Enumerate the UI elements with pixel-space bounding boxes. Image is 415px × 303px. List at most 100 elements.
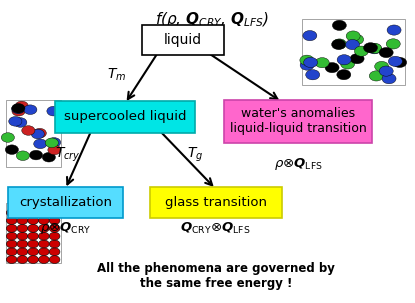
Circle shape bbox=[12, 104, 25, 113]
Circle shape bbox=[39, 248, 49, 256]
Circle shape bbox=[29, 150, 43, 160]
Circle shape bbox=[28, 248, 39, 256]
Circle shape bbox=[49, 232, 60, 240]
Circle shape bbox=[15, 101, 28, 111]
Circle shape bbox=[16, 151, 29, 161]
Circle shape bbox=[306, 70, 320, 80]
Circle shape bbox=[33, 128, 46, 138]
Circle shape bbox=[346, 39, 359, 50]
Circle shape bbox=[6, 225, 17, 232]
Circle shape bbox=[49, 209, 60, 217]
Text: $T_\mathregular{g}$: $T_\mathregular{g}$ bbox=[187, 145, 203, 164]
Bar bbox=[5, 202, 61, 263]
Circle shape bbox=[17, 248, 28, 256]
Text: $\rho$$\otimes$$\bfit{Q}$$_\mathregular{LFS}$: $\rho$$\otimes$$\bfit{Q}$$_\mathregular{… bbox=[274, 155, 322, 171]
Circle shape bbox=[350, 54, 364, 64]
Circle shape bbox=[48, 145, 61, 155]
FancyBboxPatch shape bbox=[150, 187, 282, 218]
Circle shape bbox=[39, 225, 49, 232]
Circle shape bbox=[12, 106, 25, 116]
Circle shape bbox=[332, 20, 347, 31]
Circle shape bbox=[17, 232, 28, 240]
Circle shape bbox=[375, 62, 389, 72]
Circle shape bbox=[369, 71, 383, 81]
Circle shape bbox=[1, 133, 15, 142]
Circle shape bbox=[6, 256, 17, 264]
FancyBboxPatch shape bbox=[7, 187, 123, 218]
Circle shape bbox=[17, 225, 28, 232]
Circle shape bbox=[304, 57, 317, 68]
Circle shape bbox=[354, 46, 369, 56]
Circle shape bbox=[349, 35, 364, 45]
Circle shape bbox=[346, 31, 360, 41]
Circle shape bbox=[42, 152, 56, 162]
Bar bbox=[5, 101, 61, 167]
Circle shape bbox=[24, 105, 37, 115]
Circle shape bbox=[12, 104, 25, 114]
Circle shape bbox=[39, 256, 49, 264]
Circle shape bbox=[39, 209, 49, 217]
Circle shape bbox=[337, 55, 351, 65]
Circle shape bbox=[6, 248, 17, 256]
Circle shape bbox=[47, 138, 61, 147]
Text: water's anomalies
liquid-liquid transition: water's anomalies liquid-liquid transiti… bbox=[230, 108, 366, 135]
Circle shape bbox=[388, 56, 403, 66]
Circle shape bbox=[28, 209, 39, 217]
Circle shape bbox=[393, 57, 407, 68]
Text: crystallization: crystallization bbox=[19, 196, 112, 209]
Circle shape bbox=[300, 60, 314, 70]
Circle shape bbox=[17, 209, 28, 217]
Circle shape bbox=[303, 31, 317, 41]
Circle shape bbox=[49, 217, 60, 225]
Text: $T_\mathregular{cry}$: $T_\mathregular{cry}$ bbox=[54, 145, 80, 164]
Circle shape bbox=[6, 217, 17, 225]
Circle shape bbox=[382, 74, 396, 84]
Circle shape bbox=[39, 217, 49, 225]
Text: All the phenomena are governed by
the same free energy !: All the phenomena are governed by the sa… bbox=[97, 262, 334, 290]
FancyBboxPatch shape bbox=[142, 25, 224, 55]
Circle shape bbox=[28, 232, 39, 240]
Circle shape bbox=[17, 217, 28, 225]
Circle shape bbox=[332, 39, 346, 50]
Circle shape bbox=[28, 256, 39, 264]
Circle shape bbox=[9, 117, 22, 126]
Circle shape bbox=[47, 106, 60, 116]
FancyBboxPatch shape bbox=[55, 101, 195, 133]
Circle shape bbox=[49, 240, 60, 248]
Text: $\rho$$\otimes$$\bfit{Q}$$_\mathregular{CRY}$: $\rho$$\otimes$$\bfit{Q}$$_\mathregular{… bbox=[39, 220, 91, 236]
Circle shape bbox=[17, 240, 28, 248]
Circle shape bbox=[379, 48, 393, 58]
Text: $\bfit{Q}$$_\mathregular{CRY}$$\otimes$$\bfit{Q}$$_\mathregular{LFS}$: $\bfit{Q}$$_\mathregular{CRY}$$\otimes$$… bbox=[181, 221, 251, 236]
FancyBboxPatch shape bbox=[224, 100, 372, 143]
Circle shape bbox=[45, 138, 59, 148]
Circle shape bbox=[14, 118, 27, 127]
Circle shape bbox=[6, 240, 17, 248]
Circle shape bbox=[22, 126, 35, 135]
Circle shape bbox=[49, 225, 60, 232]
Bar bbox=[302, 19, 405, 85]
Circle shape bbox=[364, 43, 378, 53]
Circle shape bbox=[300, 55, 314, 65]
Text: $f$($\rho$, $\bfit{Q}$$_\mathregular{CRY}$, $\bfit{Q}$$_\mathregular{LFS}$): $f$($\rho$, $\bfit{Q}$$_\mathregular{CRY… bbox=[154, 10, 269, 29]
Circle shape bbox=[39, 240, 49, 248]
Circle shape bbox=[368, 43, 382, 54]
Circle shape bbox=[28, 240, 39, 248]
Circle shape bbox=[17, 256, 28, 264]
Text: supercooled liquid: supercooled liquid bbox=[64, 111, 186, 124]
Circle shape bbox=[367, 44, 381, 54]
Circle shape bbox=[49, 256, 60, 264]
Circle shape bbox=[6, 232, 17, 240]
Circle shape bbox=[31, 129, 44, 139]
Circle shape bbox=[28, 217, 39, 225]
Text: liquid: liquid bbox=[164, 33, 202, 47]
Circle shape bbox=[5, 145, 19, 155]
Circle shape bbox=[49, 248, 60, 256]
Circle shape bbox=[379, 66, 393, 76]
Circle shape bbox=[28, 225, 39, 232]
Circle shape bbox=[6, 209, 17, 217]
Circle shape bbox=[39, 232, 49, 240]
Circle shape bbox=[332, 39, 347, 49]
Circle shape bbox=[387, 25, 401, 35]
Text: glass transition: glass transition bbox=[165, 196, 267, 209]
Circle shape bbox=[34, 139, 47, 149]
